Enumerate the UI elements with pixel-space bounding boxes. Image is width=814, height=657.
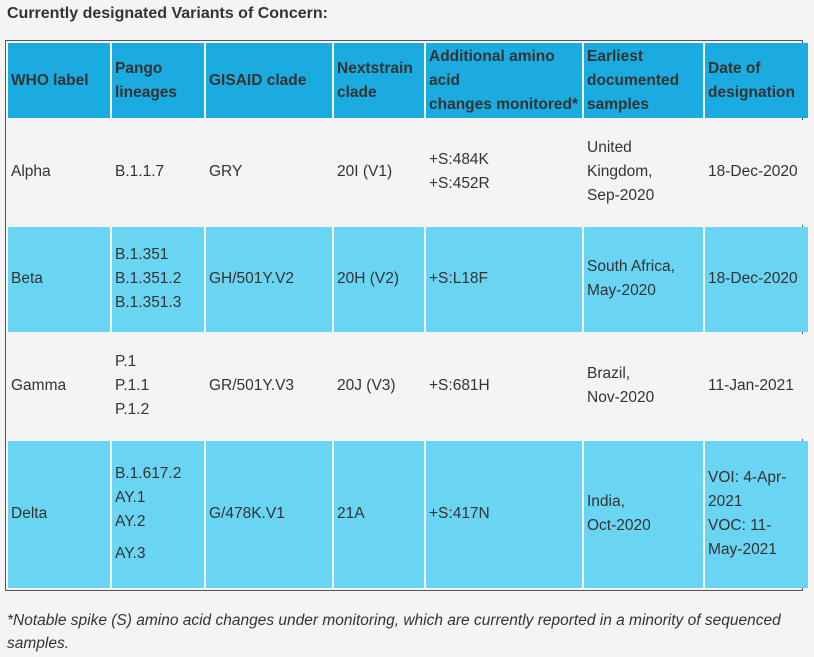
who-label-cell: Delta (8, 440, 110, 588)
who-label-cell: Beta (8, 226, 110, 332)
nextstrain-cell: 20I (V1) (334, 120, 424, 225)
amino-cell: +S:681H (426, 333, 582, 439)
header-amino-acid-changes: Additional amino acid changes monitored* (426, 43, 582, 118)
earliest-cell: India, Oct-2020 (584, 440, 703, 588)
date-cell: 18-Dec-2020 (705, 226, 808, 332)
footnote: *Notable spike (S) amino acid changes un… (7, 612, 781, 652)
header-who-label: WHO label (8, 43, 110, 118)
table-row: Beta B.1.351 B.1.351.2 B.1.351.3 GH/501Y.V… (8, 226, 808, 332)
header-date-of-designation: Date of designation (705, 43, 808, 118)
pango-cell: B.1.351 B.1.351.2 B.1.351.3 (112, 226, 204, 332)
date-cell: 18-Dec-2020 (705, 120, 808, 225)
pango-cell: B.1.617.2 AY.1 AY.2 AY.3 (112, 440, 204, 588)
earliest-cell: United Kingdom, Sep-2020 (584, 120, 703, 225)
earliest-cell: South Africa, May-2020 (584, 226, 703, 332)
header-pango-lineages: Pango lineages (112, 43, 204, 118)
variants-table: WHO label Pango lineages GISAID clade Nex… (5, 40, 808, 591)
pango-cell: P.1 P.1.1 P.1.2 (112, 333, 204, 439)
date-cell: 11-Jan-2021 (705, 333, 808, 439)
table-row: Gamma P.1 P.1.1 P.1.2 GR/501Y.V3 20J (V3) … (8, 333, 808, 439)
amino-cell: +S:484K +S:452R (426, 120, 582, 225)
gisaid-cell: GRY (206, 120, 332, 225)
page-title: Currently designated Variants of Concern… (7, 5, 328, 22)
nextstrain-cell: 20J (V3) (334, 333, 424, 439)
who-label-cell: Gamma (8, 333, 110, 439)
amino-cell: +S:L18F (426, 226, 582, 332)
header-gisaid-clade: GISAID clade (206, 43, 332, 118)
nextstrain-cell: 21A (334, 440, 424, 588)
table-row: Alpha B.1.1.7 GRY 20I (V1) +S:484K +S:452… (8, 120, 808, 225)
gisaid-cell: G/478K.V1 (206, 440, 332, 588)
header-nextstrain-clade: Nextstrain clade (334, 43, 424, 118)
table-header-row: WHO label Pango lineages GISAID clade Nex… (8, 43, 808, 118)
nextstrain-cell: 20H (V2) (334, 226, 424, 332)
earliest-cell: Brazil, Nov-2020 (584, 333, 703, 439)
pango-cell: B.1.1.7 (112, 120, 204, 225)
table-row: Delta B.1.617.2 AY.1 AY.2 AY.3 G/478K.V1 21… (8, 440, 808, 588)
date-cell: VOI: 4-Apr- 2021 VOC: 11- May-2021 (705, 440, 808, 588)
header-earliest-samples: Earliest documented samples (584, 43, 703, 118)
gisaid-cell: GH/501Y.V2 (206, 226, 332, 332)
gisaid-cell: GR/501Y.V3 (206, 333, 332, 439)
amino-cell: +S:417N (426, 440, 582, 588)
who-label-cell: Alpha (8, 120, 110, 225)
